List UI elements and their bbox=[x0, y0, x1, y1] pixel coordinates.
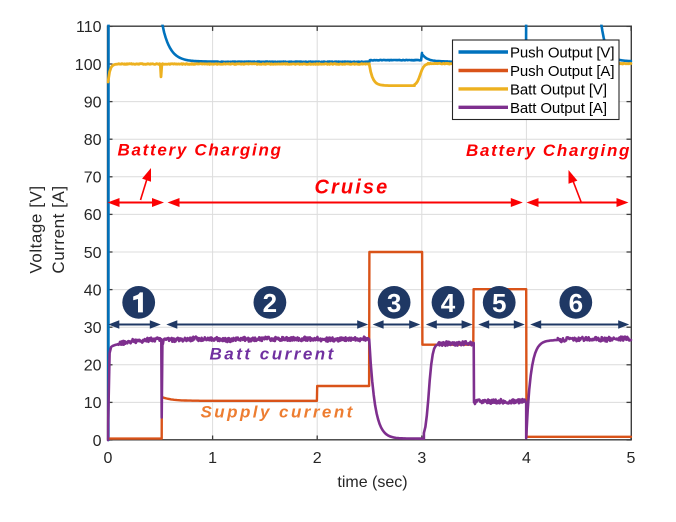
svg-text:60: 60 bbox=[84, 207, 102, 224]
svg-text:Battery Charging: Battery Charging bbox=[118, 140, 283, 159]
svg-text:80: 80 bbox=[84, 132, 102, 149]
svg-text:0: 0 bbox=[104, 450, 113, 467]
svg-text:4: 4 bbox=[522, 450, 531, 467]
svg-text:70: 70 bbox=[84, 170, 102, 187]
svg-text:3: 3 bbox=[387, 288, 401, 318]
svg-text:Batt Output [A]: Batt Output [A] bbox=[510, 100, 607, 117]
svg-text:6: 6 bbox=[569, 288, 583, 318]
svg-text:time (sec): time (sec) bbox=[337, 474, 407, 491]
svg-text:40: 40 bbox=[84, 282, 102, 299]
svg-text:Batt Output [V]: Batt Output [V] bbox=[510, 81, 607, 98]
svg-text:100: 100 bbox=[75, 57, 102, 74]
svg-text:Push Output [V]: Push Output [V] bbox=[510, 44, 614, 61]
svg-text:90: 90 bbox=[84, 94, 102, 111]
svg-text:Push Output [A]: Push Output [A] bbox=[510, 63, 614, 80]
svg-text:Supply current: Supply current bbox=[201, 403, 355, 422]
svg-text:2: 2 bbox=[263, 288, 277, 318]
svg-text:Battery Charging: Battery Charging bbox=[466, 141, 631, 160]
svg-text:3: 3 bbox=[417, 450, 426, 467]
svg-text:5: 5 bbox=[627, 450, 636, 467]
svg-text:4: 4 bbox=[441, 288, 456, 318]
svg-text:Voltage [V]Current [A]: Voltage [V] Current [A] bbox=[27, 185, 69, 273]
svg-text:110: 110 bbox=[76, 19, 102, 36]
svg-text:2: 2 bbox=[313, 450, 322, 467]
svg-text:5: 5 bbox=[492, 288, 506, 318]
svg-text:1: 1 bbox=[208, 450, 217, 467]
svg-text:0: 0 bbox=[93, 433, 102, 450]
svg-text:30: 30 bbox=[84, 320, 102, 337]
svg-text:Batt current: Batt current bbox=[210, 344, 336, 363]
svg-text:Cruise: Cruise bbox=[315, 176, 390, 198]
svg-text:50: 50 bbox=[84, 245, 102, 262]
svg-text:10: 10 bbox=[84, 395, 102, 412]
svg-text:20: 20 bbox=[84, 358, 102, 375]
